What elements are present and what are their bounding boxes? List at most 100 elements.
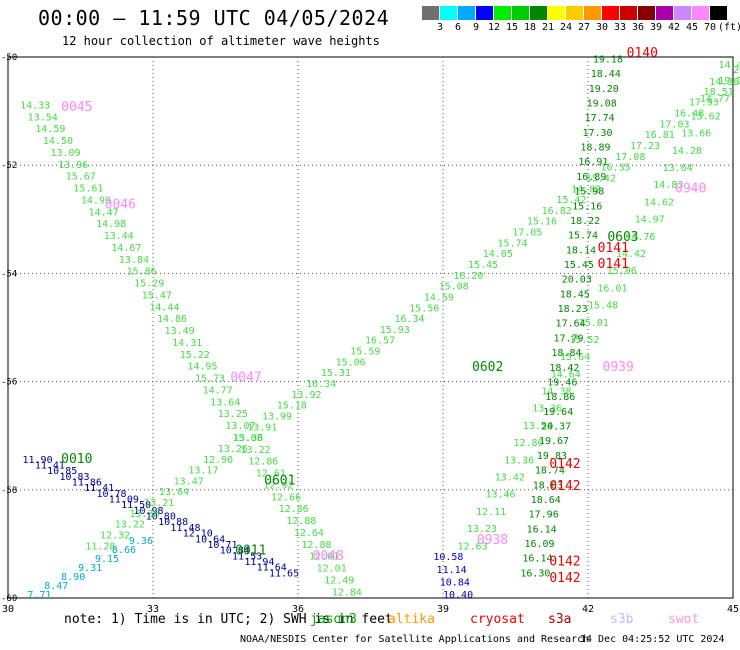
wave-height-value: 11.48 xyxy=(170,523,200,534)
pass-time-label: 0603 xyxy=(607,230,638,245)
wave-height-value: 15.73 xyxy=(195,374,225,385)
wave-height-value: 10.71 xyxy=(207,540,237,551)
wave-height-value: 15.45 xyxy=(564,260,594,271)
wave-height-value: 13.22 xyxy=(241,445,271,456)
wave-height-value: 12.66 xyxy=(271,492,301,503)
wave-height-value: 13.54 xyxy=(28,112,58,123)
wave-height-value: 17.08 xyxy=(615,152,645,163)
scale-swatch xyxy=(602,6,619,20)
wave-height-value: 8.47 xyxy=(44,581,68,592)
wave-height-value: 15.16 xyxy=(527,217,557,228)
scale-swatch xyxy=(440,6,457,20)
y-tick-label: -54 xyxy=(1,269,17,279)
wave-height-value: 10.88 xyxy=(158,517,188,528)
wave-height-value: 13.64 xyxy=(663,163,693,174)
wave-height-value: 11.65 xyxy=(269,568,299,579)
wave-height-value: 15.64 xyxy=(560,352,590,363)
scale-swatch xyxy=(674,6,691,20)
wave-height-value: 13.66 xyxy=(681,129,711,140)
wave-height-value: 11.94 xyxy=(244,557,274,568)
x-tick-label: 36 xyxy=(292,604,304,615)
wave-height-value: 13.17 xyxy=(188,466,218,477)
wave-height-value: 12.80 xyxy=(513,438,543,449)
wave-height-value: 18.23 xyxy=(558,304,588,315)
y-tick-label: -56 xyxy=(1,378,17,388)
x-tick-label: 30 xyxy=(2,604,14,615)
wave-height-value: 18.42 xyxy=(549,363,579,374)
wave-height-value: 15.08 xyxy=(439,282,469,293)
wave-height-value: 13.64 xyxy=(159,487,189,498)
scale-swatch xyxy=(620,6,637,20)
wave-height-value: 14.59 xyxy=(424,292,454,303)
wave-height-value: 19.46 xyxy=(547,377,577,388)
wave-height-value: 15.47 xyxy=(142,290,172,301)
wave-height-value: 14.97 xyxy=(635,215,665,226)
wave-height-value: 13.46 xyxy=(485,490,515,501)
scale-swatch xyxy=(692,6,709,20)
x-tick-label: 39 xyxy=(437,604,449,615)
wave-height-value: 14.77 xyxy=(203,385,233,396)
wave-height-value: 14.83 xyxy=(653,180,683,191)
wave-height-value: 12.32 xyxy=(100,530,130,541)
wave-height-value: 18.84 xyxy=(551,348,581,359)
legend-altika: altika xyxy=(388,612,435,627)
wave-height-value: 14.99 xyxy=(81,195,111,206)
scale-label: 42 xyxy=(667,22,681,33)
wave-height-value: 11.41 xyxy=(35,460,65,471)
wave-height-value: 15.98 xyxy=(574,187,604,198)
wave-height-value: 11.90 xyxy=(23,455,53,466)
wave-height-value: 13.62 xyxy=(691,111,721,122)
wave-height-value: 14.86 xyxy=(157,314,187,325)
scale-label: 33 xyxy=(613,22,627,33)
wave-height-value: 19.64 xyxy=(543,407,573,418)
wave-height-value: 14.48 xyxy=(719,60,740,71)
wave-height-value: 9.31 xyxy=(78,563,102,574)
wave-height-value: 14.76 xyxy=(625,232,655,243)
wave-height-value: 18.86 xyxy=(545,392,575,403)
wave-height-value: 12.90 xyxy=(203,455,233,466)
wave-height-value: 16.34 xyxy=(306,379,336,390)
x-tick-label: 42 xyxy=(582,604,594,615)
wave-height-value: 13.92 xyxy=(291,390,321,401)
wave-height-value: 17.64 xyxy=(556,319,586,330)
wave-height-value: 16.89 xyxy=(576,172,606,183)
pass-time-label: 0939 xyxy=(603,360,634,375)
wave-height-value: 10.84 xyxy=(220,546,250,557)
pass-time-label: 0141 xyxy=(598,257,629,272)
wave-height-value: 13.54 xyxy=(523,421,553,432)
scale-swatch xyxy=(638,6,655,20)
page-subtitle: 12 hour collection of altimeter wave hei… xyxy=(62,34,380,48)
wave-height-value: 19.83 xyxy=(537,451,567,462)
wave-height-value: 11.53 xyxy=(232,551,262,562)
pass-time-label: 0140 xyxy=(627,46,658,61)
wave-height-value: 18.63 xyxy=(533,480,563,491)
scale-swatch xyxy=(494,6,511,20)
wave-height-value: 14.47 xyxy=(89,207,119,218)
wave-height-value: 14.05 xyxy=(483,249,513,260)
wave-height-value: 11.86 xyxy=(72,477,102,488)
wave-height-value: 13.64 xyxy=(210,397,240,408)
scale-swatch xyxy=(566,6,583,20)
scale-label: 21 xyxy=(541,22,555,33)
wave-height-value: 18.14 xyxy=(566,245,596,256)
wave-height-value: 13.42 xyxy=(495,473,525,484)
wave-height-value: 13.23 xyxy=(467,524,497,535)
scale-swatch xyxy=(476,6,493,20)
wave-height-value: 16.30 xyxy=(520,568,550,579)
wave-height-value: 7.71 xyxy=(27,590,51,601)
wave-height-value: 16.34 xyxy=(394,314,424,325)
wave-height-value: 10.80 xyxy=(146,512,176,523)
wave-height-value: 15.61 xyxy=(73,184,103,195)
legend-s3a: s3a xyxy=(548,612,572,627)
wave-height-value: 19.26 xyxy=(718,76,740,87)
y-tick-label: -52 xyxy=(1,161,17,171)
wave-height-value: 12.64 xyxy=(294,528,324,539)
wave-height-value: 12.49 xyxy=(324,575,354,586)
wave-height-value: 14.62 xyxy=(644,197,674,208)
wave-height-value: 10.85 xyxy=(47,466,77,477)
wave-height-value: 15.31 xyxy=(321,368,351,379)
wave-height-value: 12.88 xyxy=(301,540,331,551)
wave-height-value: 11.14 xyxy=(437,565,467,576)
wave-height-value: 19.67 xyxy=(539,436,569,447)
wave-height-value: 15.74 xyxy=(497,238,527,249)
